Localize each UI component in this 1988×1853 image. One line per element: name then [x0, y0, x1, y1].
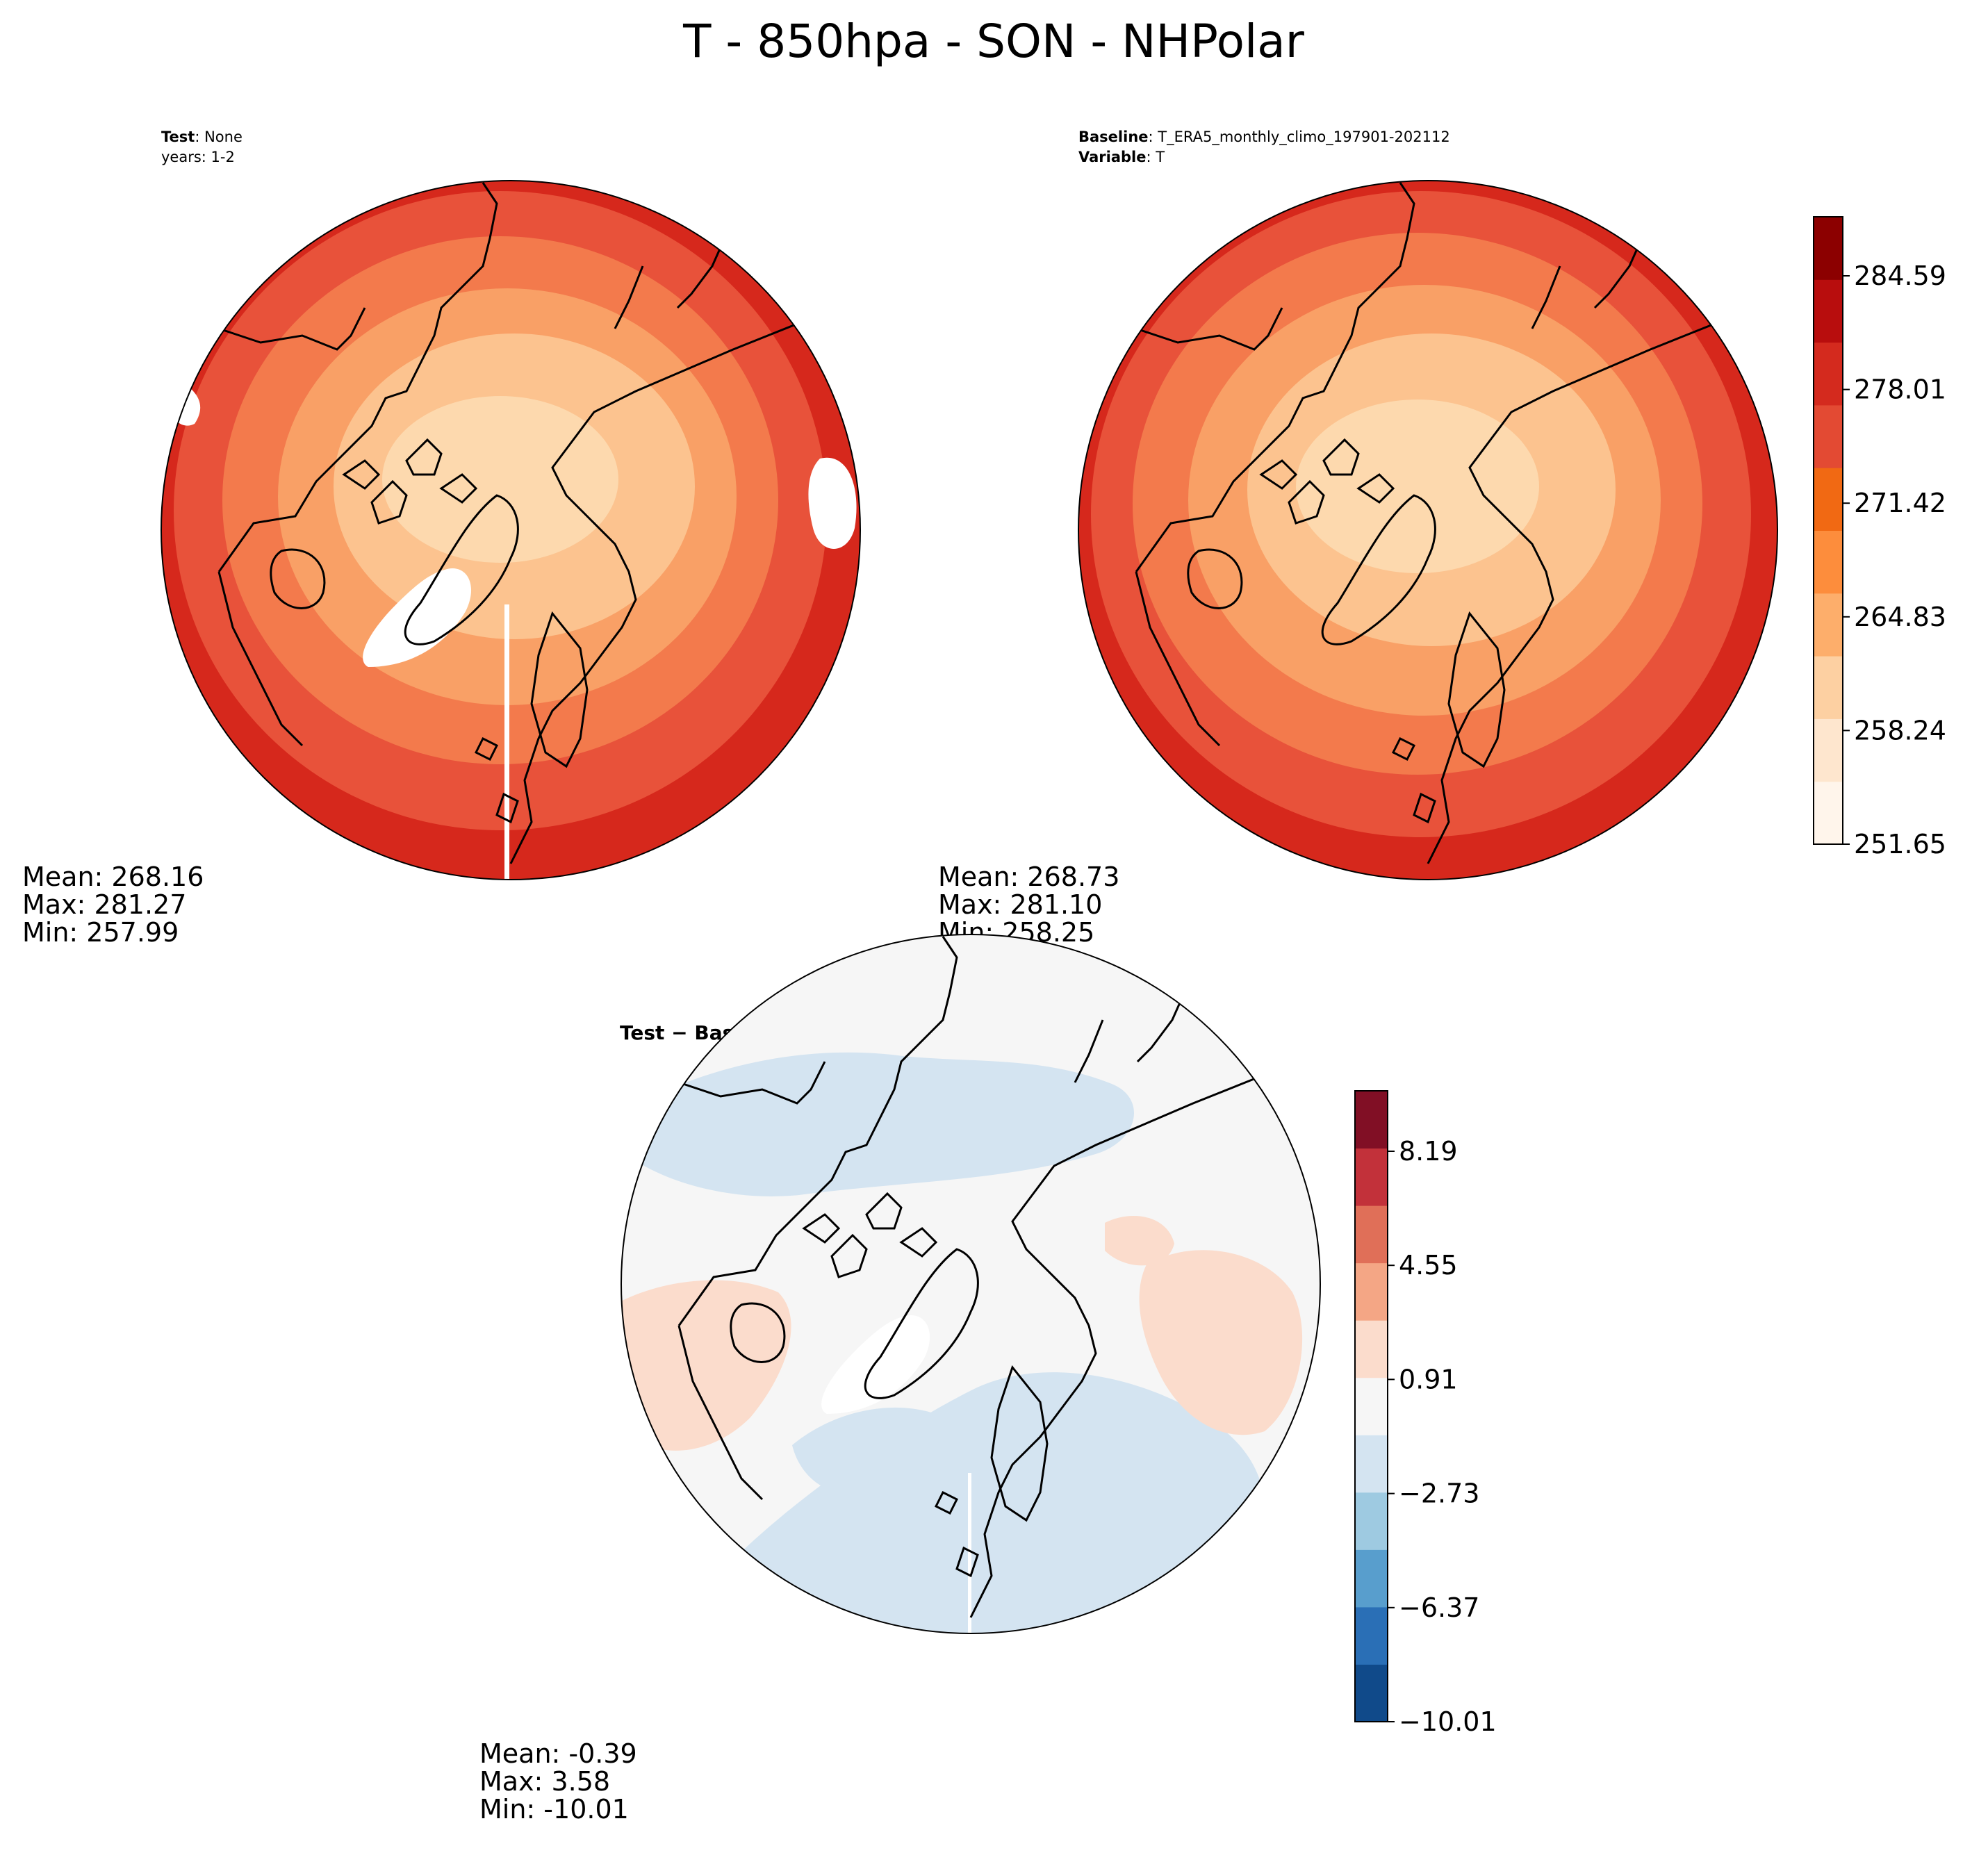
- difference-colorbar-segment: [1355, 1492, 1388, 1550]
- difference-region-positive-ne: [1105, 1216, 1174, 1266]
- temperature-colorbar-border: [1813, 216, 1843, 845]
- difference-colorbar-segment: [1355, 1091, 1388, 1149]
- temperature-colorbar-tick-label: 258.24: [1854, 715, 1946, 746]
- baseline-stat-max: Max: 281.10: [938, 889, 1102, 920]
- baseline-map: [1078, 181, 1777, 880]
- temperature-colorbar-segment: [1814, 593, 1843, 657]
- temperature-colorbar: 251.65 258.24 264.83 271.42 278.01 284.59: [1813, 216, 1946, 859]
- difference-colorbar-tick-label: −2.73: [1399, 1479, 1479, 1509]
- difference-colorbar-segment: [1355, 1262, 1388, 1321]
- test-header-value: : None: [195, 129, 243, 145]
- test-missing-seam: [504, 604, 509, 880]
- temperature-colorbar-segment: [1814, 781, 1843, 845]
- difference-region-negative-north: [625, 1052, 1135, 1196]
- temperature-colorbar-segment: [1814, 718, 1843, 782]
- baseline-stat-mean: Mean: 268.73: [938, 862, 1119, 892]
- difference-colorbar-segment: [1355, 1435, 1388, 1493]
- temperature-colorbar-tick-label: 284.59: [1854, 261, 1946, 291]
- difference-colorbar-tick-label: 0.91: [1399, 1364, 1458, 1394]
- difference-region-negative-south: [730, 1372, 1265, 1633]
- difference-colorbar: −10.01 −6.37 −2.73 0.91 4.55 8.19: [1354, 1090, 1497, 1737]
- temperature-colorbar-segment: [1814, 217, 1843, 280]
- test-map-border: [161, 180, 861, 880]
- baseline-header-line2: Variable: T: [1078, 149, 1165, 165]
- difference-stat-mean: Mean: -0.39: [479, 1738, 637, 1769]
- test-header-line2: years: 1-2: [161, 149, 235, 165]
- difference-colorbar-tick-label: −6.37: [1399, 1592, 1479, 1623]
- temperature-colorbar-segment: [1814, 279, 1843, 343]
- temperature-colorbar-segment: [1814, 404, 1843, 468]
- difference-region-negative-center: [792, 1407, 960, 1498]
- test-map: [161, 181, 860, 880]
- temperature-colorbar-segment: [1814, 468, 1843, 531]
- difference-stat-min: Min: -10.01: [479, 1794, 629, 1825]
- baseline-header-label: Baseline: [1078, 129, 1149, 145]
- baseline-variable-value: : T: [1146, 149, 1165, 165]
- difference-colorbar-segment: [1355, 1148, 1388, 1206]
- difference-colorbar-tick-label: 8.19: [1399, 1136, 1458, 1167]
- difference-colorbar-border: [1354, 1090, 1388, 1722]
- temperature-colorbar-tick-label: 264.83: [1854, 602, 1946, 632]
- panel-baseline: Baseline: T_ERA5_monthly_climo_197901-20…: [938, 129, 1778, 948]
- test-stat-mean: Mean: 268.16: [22, 862, 204, 892]
- difference-colorbar-segment: [1355, 1377, 1388, 1435]
- temperature-colorbar-segment: [1814, 342, 1843, 406]
- difference-map: [621, 934, 1320, 1633]
- baseline-header-line1: Baseline: T_ERA5_monthly_climo_197901-20…: [1078, 129, 1450, 146]
- baseline-ring-6: [1296, 400, 1539, 573]
- difference-colorbar-segment: [1355, 1205, 1388, 1264]
- baseline-header-value: : T_ERA5_monthly_climo_197901-202112: [1149, 129, 1450, 146]
- difference-missing-seam: [968, 1473, 971, 1633]
- difference-colorbar-segment: [1355, 1320, 1388, 1378]
- test-ring-6: [382, 396, 618, 563]
- difference-colorbar-segment: [1355, 1549, 1388, 1608]
- test-stat-min: Min: 257.99: [22, 917, 179, 948]
- panel-test: Test: None years: 1-2 Mean: 268.16 Max: …: [22, 129, 861, 948]
- panel-difference: Test − Baseline Mean: -0.39 Max: 3.58 Mi…: [479, 934, 1321, 1825]
- difference-colorbar-tick-label: −10.01: [1399, 1706, 1497, 1737]
- difference-missing-greenland: [821, 1315, 930, 1414]
- difference-region-positive-west: [621, 1280, 791, 1451]
- temperature-colorbar-segment: [1814, 656, 1843, 719]
- difference-colorbar-segment: [1355, 1664, 1388, 1722]
- test-header-line1: Test: None: [161, 129, 243, 145]
- temperature-colorbar-segment: [1814, 530, 1843, 594]
- difference-colorbar-segment: [1355, 1606, 1388, 1665]
- test-missing-greenland: [363, 568, 472, 667]
- test-stat-max: Max: 281.27: [22, 889, 186, 920]
- temperature-colorbar-tick-label: 278.01: [1854, 374, 1946, 405]
- difference-region-positive-east: [1139, 1250, 1303, 1435]
- temperature-colorbar-tick-label: 251.65: [1854, 829, 1946, 859]
- difference-stat-max: Max: 3.58: [479, 1766, 610, 1797]
- test-header-label: Test: [161, 129, 195, 145]
- baseline-map-border: [1078, 180, 1778, 880]
- baseline-variable-label: Variable: [1078, 149, 1146, 165]
- difference-colorbar-tick-label: 4.55: [1399, 1250, 1458, 1280]
- temperature-colorbar-tick-label: 271.42: [1854, 488, 1946, 518]
- difference-map-border: [621, 934, 1321, 1634]
- figure-title: T - 850hpa - SON - NHPolar: [682, 15, 1305, 68]
- test-missing-east: [808, 457, 857, 549]
